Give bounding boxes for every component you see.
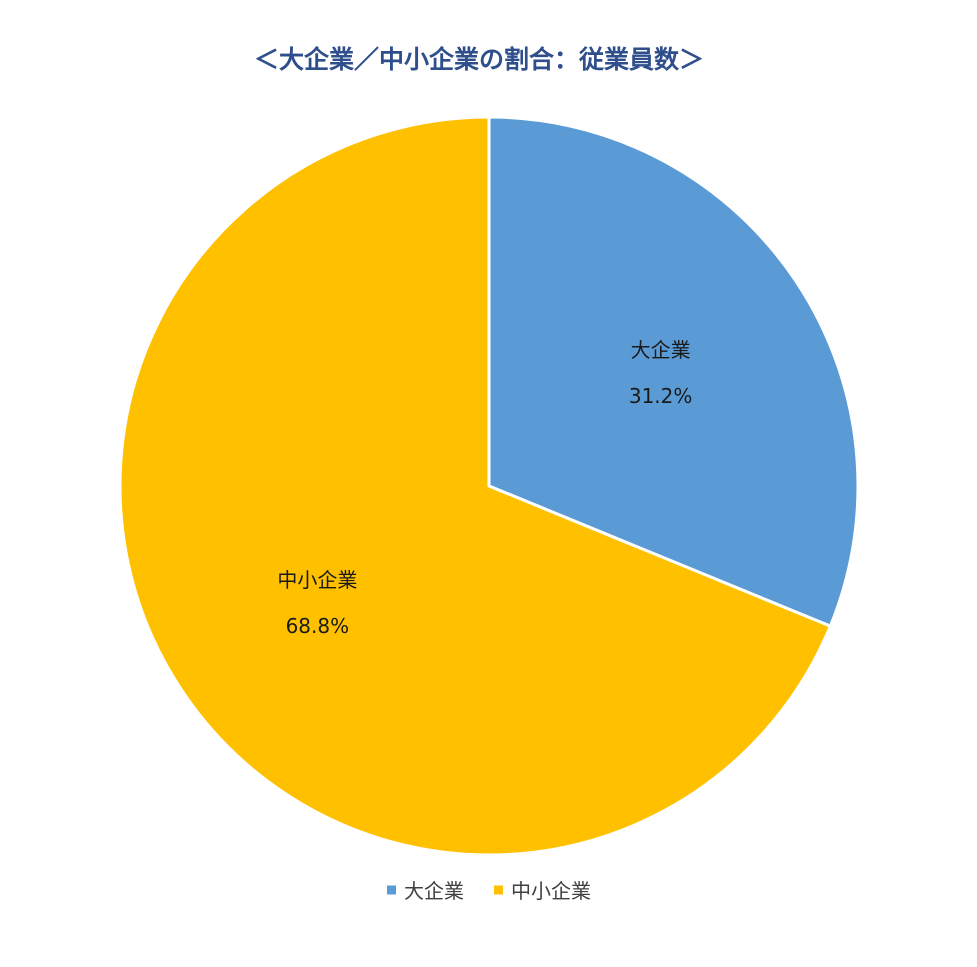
slice-label-value-1: 68.8%	[286, 614, 350, 638]
chart-title: ＜大企業／中小企業の割合：従業員数＞	[254, 45, 704, 74]
slice-label-name-0: 大企業	[631, 338, 691, 362]
pie-slice-1	[118, 115, 832, 857]
pie-slice-0	[487, 115, 860, 628]
legend: 大企業 中小企業	[387, 879, 591, 903]
slice-labels: 大企業 31.2% 中小企業 68.8%	[277, 338, 692, 638]
slice-label-value-0: 31.2%	[629, 384, 693, 408]
legend-label-0: 大企業	[404, 879, 464, 903]
slice-label-name-1: 中小企業	[277, 568, 357, 592]
pie-slices	[118, 115, 860, 857]
legend-label-1: 中小企業	[511, 879, 591, 903]
legend-swatch-0	[387, 885, 396, 895]
legend-swatch-1	[494, 885, 503, 895]
